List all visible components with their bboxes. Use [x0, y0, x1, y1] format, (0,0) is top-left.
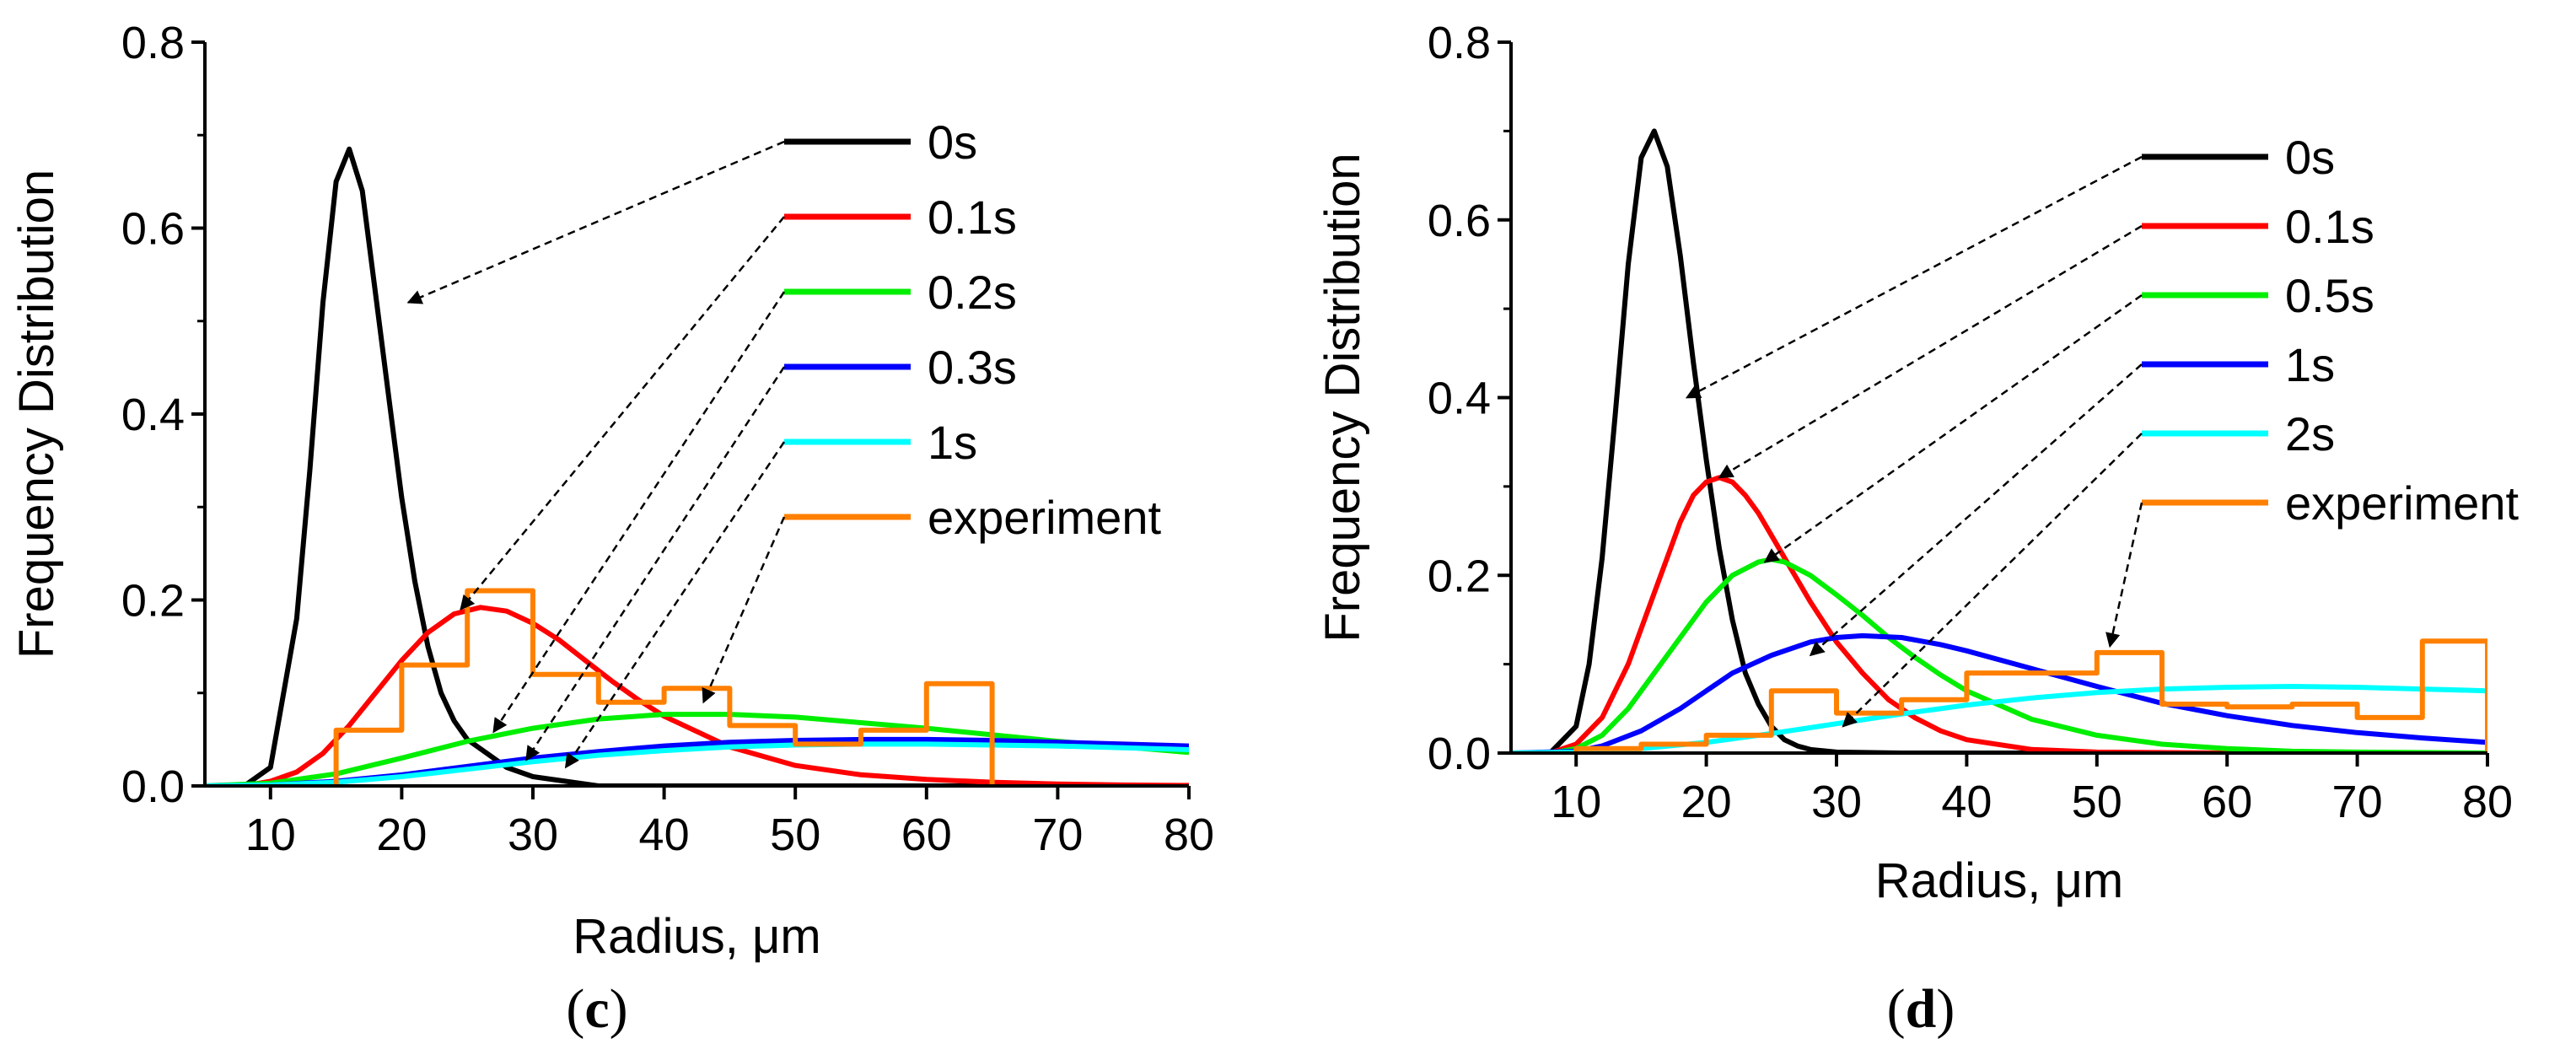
- legend-label-2s: 2s: [2285, 407, 2335, 460]
- series-line-0-2s: [205, 712, 1189, 786]
- legend-label-0-3s: 0.3s: [928, 341, 1017, 394]
- y-axis-title: Frequency Distribution: [1315, 153, 1370, 642]
- x-tick-label: 60: [2202, 777, 2252, 827]
- legend-pointer-arrow: [2105, 502, 2143, 648]
- y-tick-label: 0.4: [121, 390, 185, 440]
- legend-label-0-1s: 0.1s: [928, 191, 1017, 244]
- legend-label-0-1s: 0.1s: [2285, 200, 2374, 253]
- x-tick-label: 40: [639, 810, 690, 860]
- legend-label-0-2s: 0.2s: [928, 266, 1017, 319]
- legend-pointer-arrow: [564, 441, 786, 769]
- chart-panel-c: 10 20 30 40 50 60 70 80 0.0 0.2 0.4 0.6 0.8 Radius, μ…: [9, 18, 1214, 1040]
- x-tick-label: 30: [508, 810, 558, 860]
- legend-pointer-arrow: [702, 516, 786, 704]
- panel-label: (c): [566, 978, 627, 1040]
- y-tick-label: 0.4: [1428, 374, 1491, 424]
- y-tick-label: 0.0: [121, 761, 185, 812]
- legend-label-0-5s: 0.5s: [2285, 269, 2374, 322]
- legend-label-experiment: experiment: [928, 491, 1161, 544]
- y-tick-label: 0.6: [1428, 196, 1491, 246]
- legend-label-0s: 0s: [2285, 131, 2335, 184]
- y-tick-label: 0.2: [121, 576, 185, 627]
- legend-pointer-arrow: [492, 291, 786, 734]
- legend-pointer-arrow: [1718, 224, 2143, 479]
- series-line-experiment: [333, 588, 995, 786]
- series-line-0s: [205, 146, 1189, 786]
- y-tick-label: 0.0: [1428, 729, 1491, 779]
- y-tick-label: 0.6: [121, 204, 185, 255]
- x-tick-label: 80: [2462, 777, 2513, 827]
- series-line-0-1s: [1511, 475, 2487, 753]
- y-tick-label: 0.2: [1428, 551, 1491, 601]
- legend-pointer-arrow: [1763, 293, 2143, 563]
- chart-panel-d: 10 20 30 40 50 60 70 80 0.0 0.2 0.4 0.6 0.8 Radius, μ…: [1315, 18, 2519, 1040]
- legend-label-0s: 0s: [928, 116, 977, 169]
- series-line-experiment: [1573, 638, 2487, 753]
- x-tick-label: 10: [245, 810, 296, 860]
- series-line-0-5s: [1511, 557, 2487, 753]
- x-axis-title: Radius, μm: [1875, 853, 2124, 908]
- x-axis-title: Radius, μm: [573, 909, 821, 964]
- y-tick-label: 0.8: [121, 18, 185, 68]
- x-tick-label: 70: [1032, 810, 1083, 860]
- series-line-1s: [205, 741, 1189, 786]
- x-tick-label: 20: [376, 810, 427, 860]
- x-tick-label: 50: [2072, 777, 2122, 827]
- x-tick-label: 40: [1941, 777, 1992, 827]
- x-tick-label: 80: [1164, 810, 1214, 860]
- series-line-1s: [1511, 632, 2487, 753]
- x-tick-label: 10: [1551, 777, 1601, 827]
- legend-pointer-arrow: [1842, 433, 2143, 728]
- series-group: [1511, 128, 2487, 753]
- series-group: [205, 146, 1189, 786]
- series-line-0-1s: [205, 605, 1189, 786]
- legend-pointer-arrow: [406, 140, 785, 304]
- legend-pointer-arrow: [1809, 363, 2143, 657]
- x-tick-label: 20: [1681, 777, 1732, 827]
- legend-pointer-arrow: [460, 216, 785, 611]
- panel-label: (d): [1887, 978, 1955, 1040]
- legend-pointer-arrow: [1685, 155, 2143, 399]
- x-tick-label: 30: [1811, 777, 1862, 827]
- x-tick-label: 50: [770, 810, 820, 860]
- legend-pointer-arrow: [525, 366, 786, 761]
- legend-label-experiment: experiment: [2285, 476, 2519, 530]
- x-tick-label: 70: [2332, 777, 2383, 827]
- x-tick-label: 60: [901, 810, 952, 860]
- y-tick-label: 0.8: [1428, 18, 1491, 68]
- legend-label-1s: 1s: [928, 416, 977, 469]
- legend-label-1s: 1s: [2285, 338, 2335, 391]
- y-axis-title: Frequency Distribution: [9, 169, 64, 659]
